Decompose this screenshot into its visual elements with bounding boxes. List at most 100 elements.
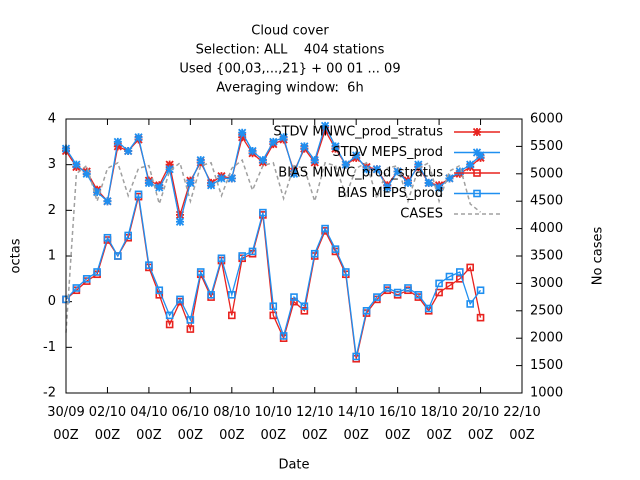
- point: [113, 142, 122, 151]
- point: [248, 247, 257, 256]
- point: [103, 233, 112, 242]
- point: [300, 302, 309, 311]
- point: [466, 263, 474, 272]
- x-tick-label: 02/10 00Z: [89, 405, 126, 443]
- x-tick-label: 04/10 00Z: [130, 405, 167, 443]
- point: [175, 210, 185, 220]
- point: [393, 288, 402, 297]
- point: [472, 127, 482, 137]
- point: [383, 183, 392, 192]
- y2-tick-label: 5500: [530, 139, 563, 154]
- point: [155, 286, 164, 295]
- legend-label: STDV MNWC_prod_stratus: [273, 125, 443, 140]
- point: [279, 332, 288, 340]
- point: [362, 165, 371, 174]
- point: [435, 288, 443, 297]
- point: [196, 268, 205, 276]
- point: [445, 174, 454, 183]
- point: [310, 249, 319, 258]
- point: [290, 293, 298, 301]
- point: [320, 121, 330, 130]
- y-tick-label: 0: [48, 294, 56, 309]
- x-tick-label: 18/10 00Z: [420, 405, 457, 443]
- y2-tick-label: 4000: [530, 221, 563, 236]
- point: [414, 160, 423, 169]
- y2-tick-label: 2500: [530, 303, 563, 318]
- point: [435, 279, 443, 288]
- point: [476, 313, 485, 322]
- point: [238, 252, 246, 260]
- chart-subtitle: Averaging window: 6h: [216, 81, 363, 96]
- point: [134, 133, 143, 142]
- point: [93, 268, 101, 276]
- point: [228, 311, 236, 320]
- y2-tick-label: 6000: [530, 112, 563, 127]
- point: [445, 272, 454, 281]
- point: [238, 128, 247, 137]
- y-tick-label: 4: [48, 112, 56, 127]
- point: [473, 189, 481, 198]
- point: [300, 306, 309, 315]
- point: [269, 137, 278, 146]
- x-tick-label: 30/09 00Z: [47, 405, 84, 443]
- point: [82, 275, 91, 283]
- point: [472, 148, 482, 157]
- y-tick-label: -1: [43, 340, 56, 355]
- point: [134, 190, 143, 199]
- y-tick-label: 2: [48, 203, 56, 218]
- point: [248, 146, 257, 156]
- y2-tick-label: 3500: [530, 249, 563, 264]
- point: [72, 284, 81, 292]
- chart-subtitle: Used {00,03,...,21} + 00 01 ... 09: [179, 62, 400, 77]
- point: [206, 181, 216, 190]
- legend-label: BIAS MNWC_prod_stratus: [278, 166, 443, 181]
- legend-label: BIAS MEPS_prod: [337, 186, 443, 201]
- point: [259, 208, 267, 217]
- point: [269, 302, 278, 311]
- point: [456, 275, 464, 283]
- y2-tick-label: 3000: [530, 276, 563, 291]
- point: [82, 169, 91, 178]
- y-axis-label: octas: [9, 238, 24, 273]
- point: [72, 160, 81, 169]
- point: [124, 231, 132, 240]
- point: [103, 197, 112, 206]
- legend-label: CASES: [400, 207, 443, 222]
- point: [145, 261, 153, 269]
- point: [455, 167, 464, 176]
- point: [207, 291, 215, 299]
- y-tick-label: 1: [48, 249, 56, 264]
- point: [175, 217, 185, 226]
- point: [414, 291, 423, 299]
- point: [362, 306, 371, 315]
- point: [466, 300, 474, 308]
- point: [434, 183, 444, 192]
- point: [176, 295, 184, 304]
- point: [424, 178, 433, 188]
- point: [403, 178, 413, 188]
- point: [331, 142, 340, 151]
- y-tick-label: -2: [43, 386, 56, 401]
- point: [114, 252, 122, 260]
- point: [92, 187, 102, 197]
- point: [165, 165, 174, 174]
- point: [217, 174, 226, 183]
- y2-tick-label: 2000: [530, 331, 563, 346]
- point: [258, 155, 268, 165]
- point: [289, 169, 299, 178]
- point: [341, 160, 350, 169]
- point: [321, 224, 329, 233]
- point: [196, 155, 205, 165]
- point: [186, 316, 195, 324]
- point: [186, 178, 195, 188]
- point: [373, 293, 381, 301]
- point: [279, 133, 288, 142]
- x-tick-label: 12/10 00Z: [296, 405, 333, 443]
- point: [393, 167, 402, 176]
- point: [445, 281, 454, 290]
- point: [476, 286, 485, 295]
- point: [320, 126, 330, 135]
- point: [352, 151, 361, 160]
